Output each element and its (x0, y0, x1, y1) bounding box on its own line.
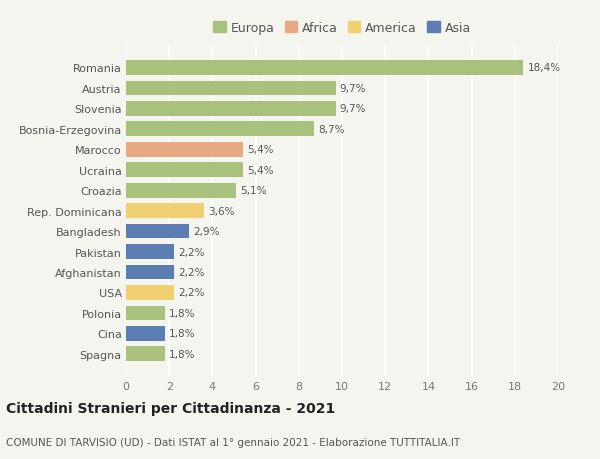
Text: 2,2%: 2,2% (178, 247, 205, 257)
Bar (126, 143, 242, 157)
Bar (126, 102, 335, 117)
Text: 5,4%: 5,4% (247, 145, 274, 155)
Text: COMUNE DI TARVISIO (UD) - Dati ISTAT al 1° gennaio 2021 - Elaborazione TUTTITALI: COMUNE DI TARVISIO (UD) - Dati ISTAT al … (6, 437, 460, 448)
Text: 18,4%: 18,4% (528, 63, 561, 73)
Text: 2,2%: 2,2% (178, 288, 205, 298)
Text: 9,7%: 9,7% (340, 84, 367, 94)
Text: 1,8%: 1,8% (169, 308, 196, 318)
Bar (126, 204, 204, 218)
Bar (126, 265, 173, 280)
Text: 5,1%: 5,1% (241, 186, 267, 196)
Legend: Europa, Africa, America, Asia: Europa, Africa, America, Asia (211, 19, 473, 37)
Bar (126, 122, 314, 137)
Bar (126, 326, 165, 341)
Bar (126, 245, 173, 259)
Bar (126, 163, 242, 178)
Bar (126, 61, 523, 76)
Text: 8,7%: 8,7% (318, 124, 345, 134)
Bar (126, 184, 236, 198)
Bar (126, 285, 173, 300)
Bar (126, 224, 188, 239)
Text: 3,6%: 3,6% (208, 206, 235, 216)
Text: 2,9%: 2,9% (193, 227, 220, 236)
Text: 1,8%: 1,8% (169, 329, 196, 339)
Bar (126, 306, 165, 320)
Text: 1,8%: 1,8% (169, 349, 196, 359)
Text: Cittadini Stranieri per Cittadinanza - 2021: Cittadini Stranieri per Cittadinanza - 2… (6, 402, 335, 415)
Bar (126, 347, 165, 361)
Text: 9,7%: 9,7% (340, 104, 367, 114)
Text: 2,2%: 2,2% (178, 268, 205, 277)
Bar (126, 81, 335, 96)
Text: 5,4%: 5,4% (247, 165, 274, 175)
